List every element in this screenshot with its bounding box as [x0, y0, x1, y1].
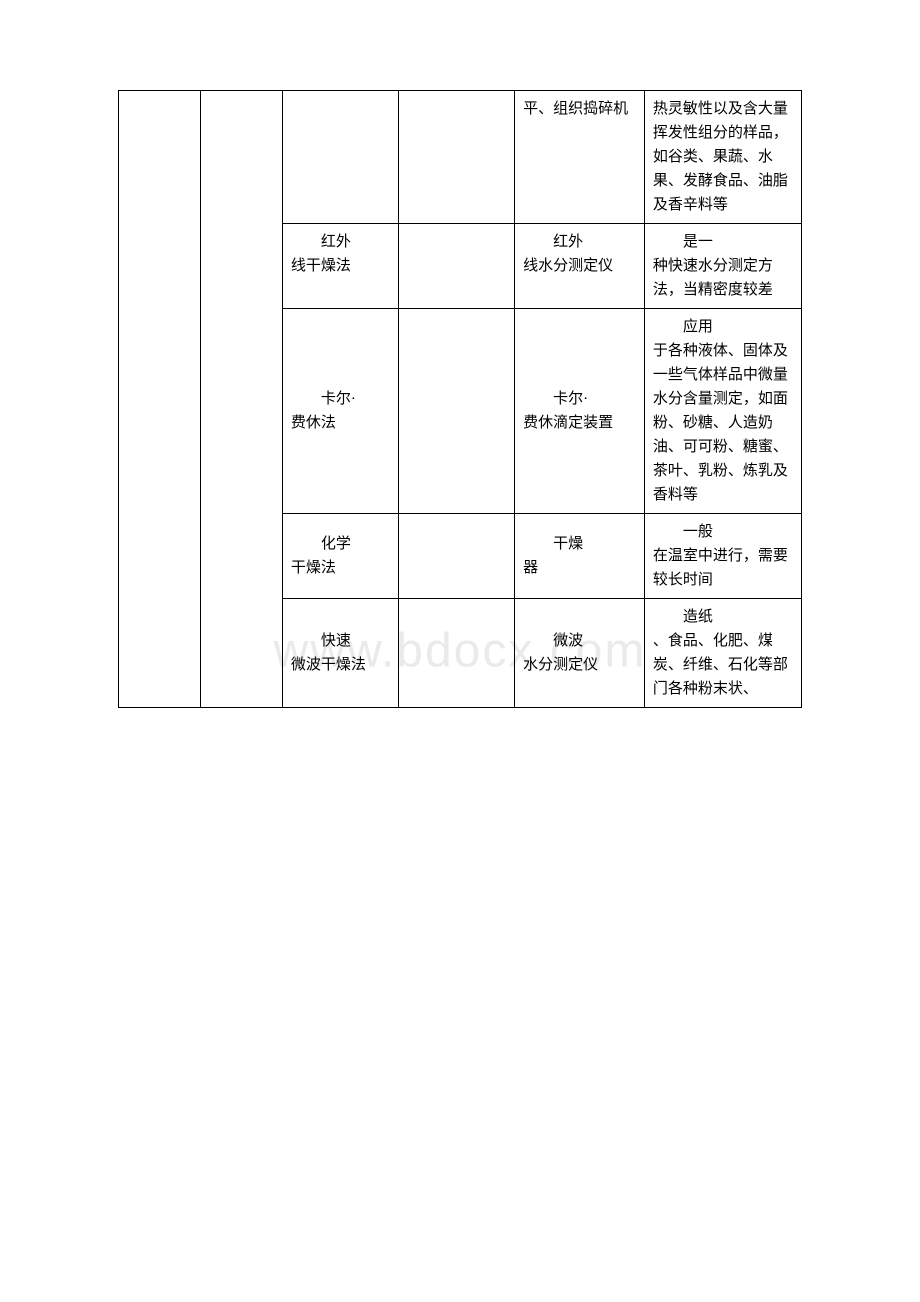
- cell-empty: [399, 309, 515, 514]
- cell-empty: [399, 514, 515, 599]
- cell-method: 卡尔·费休法: [282, 309, 398, 514]
- cell-method: 快速微波干燥法: [282, 599, 398, 708]
- page-container: 平、组织捣碎机 热灵敏性以及含大量挥发性组分的样品，如谷类、果蔬、水果、发酵食品…: [0, 0, 920, 1302]
- cell-method: 化学干燥法: [282, 514, 398, 599]
- cell-instrument: 干燥器: [515, 514, 645, 599]
- cell-instrument: 微波水分测定仪: [515, 599, 645, 708]
- cell-empty: [399, 224, 515, 309]
- cell-application: 应用于各种液体、固体及一些气体样品中微量水分含量测定，如面粉、砂糖、人造奶油、可…: [644, 309, 801, 514]
- cell-instrument: 红外线水分测定仪: [515, 224, 645, 309]
- cell-method: 红外线干燥法: [282, 224, 398, 309]
- cell-application: 造纸、食品、化肥、煤炭、纤维、石化等部门各种粉末状、: [644, 599, 801, 708]
- cell-empty: [399, 91, 515, 224]
- cell-instrument: 平、组织捣碎机: [515, 91, 645, 224]
- cell-method: [282, 91, 398, 224]
- table-row: 平、组织捣碎机 热灵敏性以及含大量挥发性组分的样品，如谷类、果蔬、水果、发酵食品…: [119, 91, 802, 224]
- cell-category-1: [119, 91, 201, 708]
- cell-application: 一般在温室中进行，需要较长时间: [644, 514, 801, 599]
- cell-application: 是一种快速水分测定方法，当精密度较差: [644, 224, 801, 309]
- cell-category-2: [200, 91, 282, 708]
- cell-instrument: 卡尔·费休滴定装置: [515, 309, 645, 514]
- cell-empty: [399, 599, 515, 708]
- cell-application: 热灵敏性以及含大量挥发性组分的样品，如谷类、果蔬、水果、发酵食品、油脂及香辛料等: [644, 91, 801, 224]
- table-wrapper: 平、组织捣碎机 热灵敏性以及含大量挥发性组分的样品，如谷类、果蔬、水果、发酵食品…: [118, 90, 802, 708]
- methods-table: 平、组织捣碎机 热灵敏性以及含大量挥发性组分的样品，如谷类、果蔬、水果、发酵食品…: [118, 90, 802, 708]
